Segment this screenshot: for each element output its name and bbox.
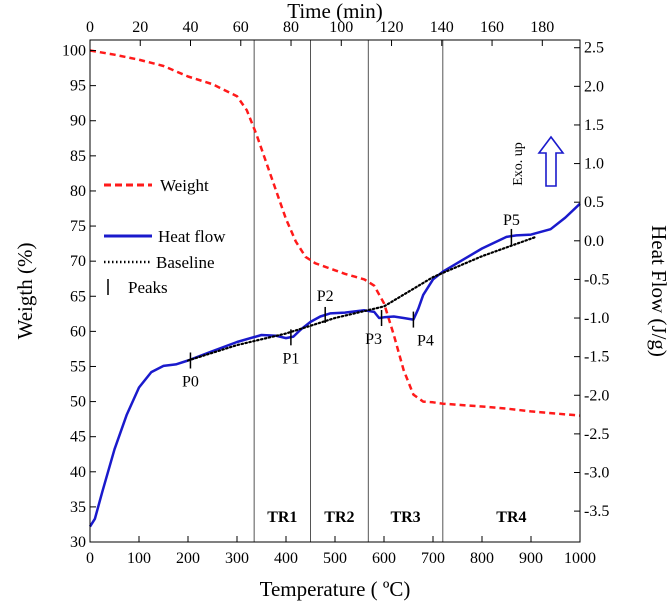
- peak-label-p4: P4: [417, 333, 434, 350]
- peak-label-p1: P1: [282, 350, 299, 367]
- right-tick-label-11: -3.0: [584, 464, 609, 481]
- top-tick-label-6: 120: [380, 19, 404, 36]
- right-tick-label-10: -2.5: [584, 426, 609, 443]
- exo-annotation: Exo. up: [511, 135, 565, 187]
- right-tick-label-7: -1.0: [584, 310, 609, 327]
- left-tick-label-1: 35: [70, 499, 86, 516]
- top-axis-title: Time (min): [287, 0, 382, 23]
- peak-markers: P0 P1 P2 P3 P4 P5: [182, 212, 520, 391]
- right-tick-label-12: -3.5: [584, 503, 609, 520]
- top-tick-label-8: 160: [480, 19, 504, 36]
- legend-label-heat-flow: Heat flow: [158, 227, 226, 246]
- left-tick-label-2: 40: [70, 464, 86, 481]
- left-tick-label-9: 75: [70, 218, 86, 235]
- left-tick-label-11: 85: [70, 148, 86, 165]
- left-tick-label-3: 45: [70, 429, 86, 446]
- exo-up-arrow-icon: [537, 135, 565, 187]
- left-tick-label-10: 80: [70, 183, 86, 200]
- legend: Weight Heat flow Baseline Peaks: [104, 176, 226, 297]
- left-tick-label-0: 30: [70, 534, 86, 551]
- x-tick-label-1: 100: [127, 550, 151, 567]
- right-tick-label-0: 2.5: [584, 40, 604, 57]
- top-tick-label-9: 180: [530, 19, 554, 36]
- top-tick-label-4: 80: [283, 19, 299, 36]
- series-baseline: [186, 235, 538, 362]
- x-tick-label-2: 200: [176, 550, 200, 567]
- peak-label-p2: P2: [317, 288, 334, 305]
- x-tick-label-8: 800: [470, 550, 494, 567]
- region-boundaries: TR1 TR2 TR3 TR4: [253, 40, 527, 542]
- region-label-tr4: TR4: [496, 509, 526, 526]
- data-series: [88, 49, 581, 528]
- right-tick-label-2: 1.5: [584, 117, 604, 134]
- x-tick-label-10: 1000: [564, 550, 596, 567]
- top-tick-label-7: 140: [430, 19, 454, 36]
- peak-label-p0: P0: [182, 374, 199, 391]
- region-label-tr2: TR2: [324, 509, 354, 526]
- series-weight: [89, 49, 581, 417]
- right-tick-label-6: -0.5: [584, 271, 609, 288]
- right-tick-label-4: 0.5: [584, 194, 604, 211]
- series-heat-flow: [88, 202, 581, 528]
- legend-label-weight: Weight: [160, 176, 209, 195]
- x-tick-label-7: 700: [421, 550, 445, 567]
- top-tick-label-3: 60: [233, 19, 249, 36]
- top-tick-label-0: 0: [86, 19, 94, 36]
- legend-label-baseline: Baseline: [156, 253, 215, 272]
- top-tick-label-2: 40: [183, 19, 199, 36]
- left-tick-label-6: 60: [70, 323, 86, 340]
- left-tick-label-12: 90: [70, 113, 86, 130]
- legend-label-peaks: Peaks: [128, 278, 168, 297]
- x-tick-label-5: 500: [323, 550, 347, 567]
- left-axis-title: Weigth (%): [13, 243, 37, 340]
- right-tick-label-9: -2.0: [584, 387, 609, 404]
- top-tick-label-1: 20: [132, 19, 148, 36]
- x-tick-label-0: 0: [86, 550, 94, 567]
- x-tick-label-4: 400: [274, 550, 298, 567]
- x-tick-label-3: 300: [225, 550, 249, 567]
- left-tick-label-5: 55: [70, 358, 86, 375]
- x-axis-title: Temperature ( ºC): [260, 577, 411, 601]
- x-tick-label-6: 600: [372, 550, 396, 567]
- right-tick-label-5: 0.0: [584, 233, 604, 250]
- peak-label-p3: P3: [365, 331, 382, 348]
- region-label-tr3: TR3: [390, 509, 420, 526]
- right-tick-label-8: -1.5: [584, 349, 609, 366]
- peak-label-p5: P5: [503, 212, 520, 229]
- region-label-tr1: TR1: [267, 509, 297, 526]
- left-tick-label-13: 95: [70, 78, 86, 95]
- left-tick-label-14: 100: [62, 43, 86, 60]
- left-tick-label-4: 50: [70, 394, 86, 411]
- right-tick-label-1: 2.0: [584, 78, 604, 95]
- x-tick-label-9: 900: [519, 550, 543, 567]
- left-tick-label-8: 70: [70, 253, 86, 270]
- right-tick-label-3: 1.0: [584, 156, 604, 173]
- exo-up-label: Exo. up: [511, 142, 526, 186]
- right-axis-title: Heat Flow (J/g): [647, 225, 670, 357]
- top-tick-label-5: 100: [329, 19, 353, 36]
- left-tick-label-7: 65: [70, 288, 86, 305]
